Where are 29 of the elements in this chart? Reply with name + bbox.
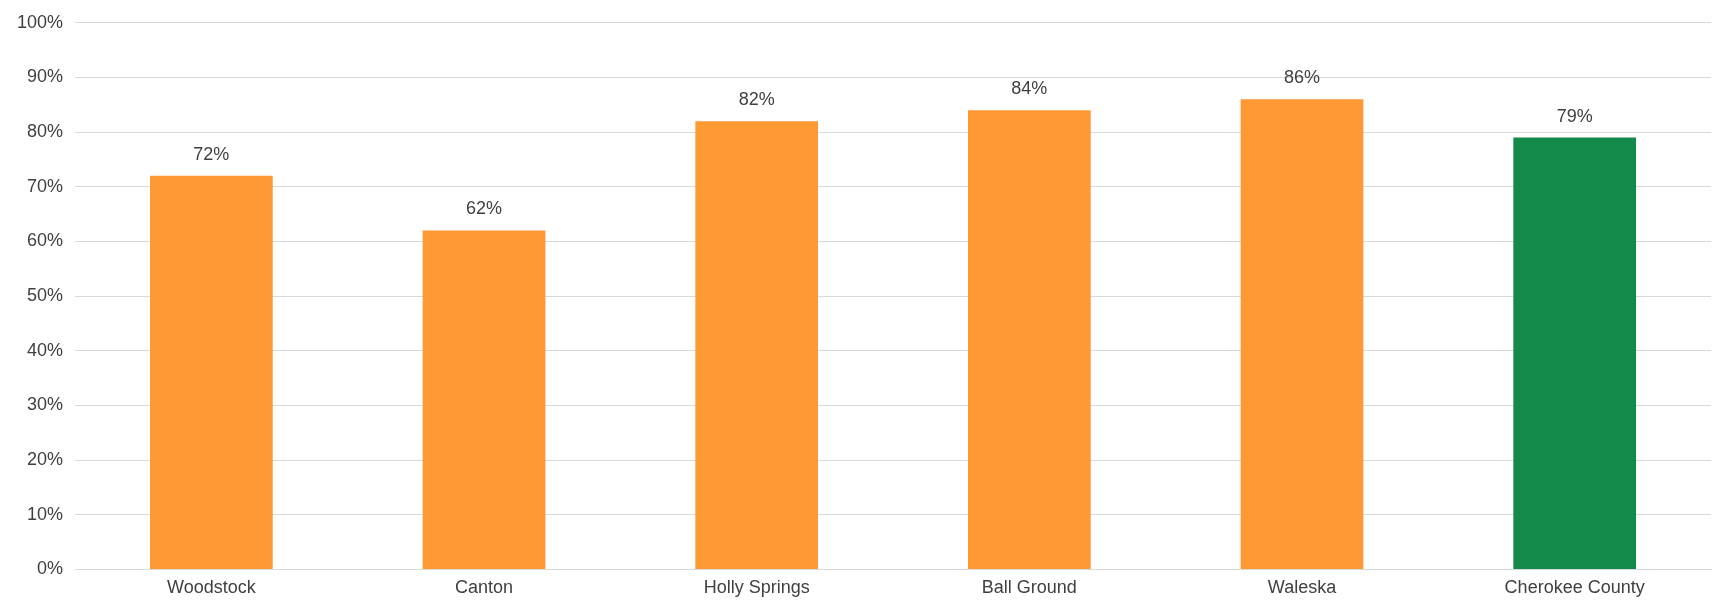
y-tick-label: 10% — [27, 503, 64, 524]
y-tick-label: 80% — [27, 121, 64, 142]
bar — [695, 121, 819, 569]
x-tick-label: Canton — [455, 577, 514, 598]
x-tick-label: Holly Springs — [703, 577, 810, 598]
bar — [150, 175, 273, 569]
data-label: 79% — [1556, 105, 1593, 126]
bar — [1240, 99, 1364, 569]
y-tick-label: 100% — [16, 11, 64, 32]
data-label: 72% — [193, 143, 230, 164]
bar — [1513, 137, 1637, 569]
y-tick-label: 40% — [27, 339, 64, 360]
x-tick-label: Waleska — [1267, 577, 1338, 598]
y-tick-label: 90% — [27, 66, 64, 87]
y-tick-label: 50% — [27, 285, 64, 306]
data-label: 86% — [1283, 67, 1321, 88]
y-tick-label: 70% — [27, 175, 64, 196]
data-label: 62% — [466, 198, 503, 219]
x-tick-label: Ball Ground — [981, 577, 1077, 598]
y-tick-label: 20% — [27, 449, 64, 470]
bar — [422, 230, 546, 569]
y-tick-label: 60% — [27, 230, 64, 251]
bar — [968, 110, 1091, 569]
x-tick-label: Woodstock — [167, 577, 257, 598]
y-tick-label: 0% — [37, 558, 64, 579]
x-tick-label: Cherokee County — [1504, 577, 1645, 598]
y-tick-label: 30% — [27, 394, 64, 415]
data-label: 84% — [1011, 78, 1048, 99]
data-label: 82% — [738, 89, 775, 110]
